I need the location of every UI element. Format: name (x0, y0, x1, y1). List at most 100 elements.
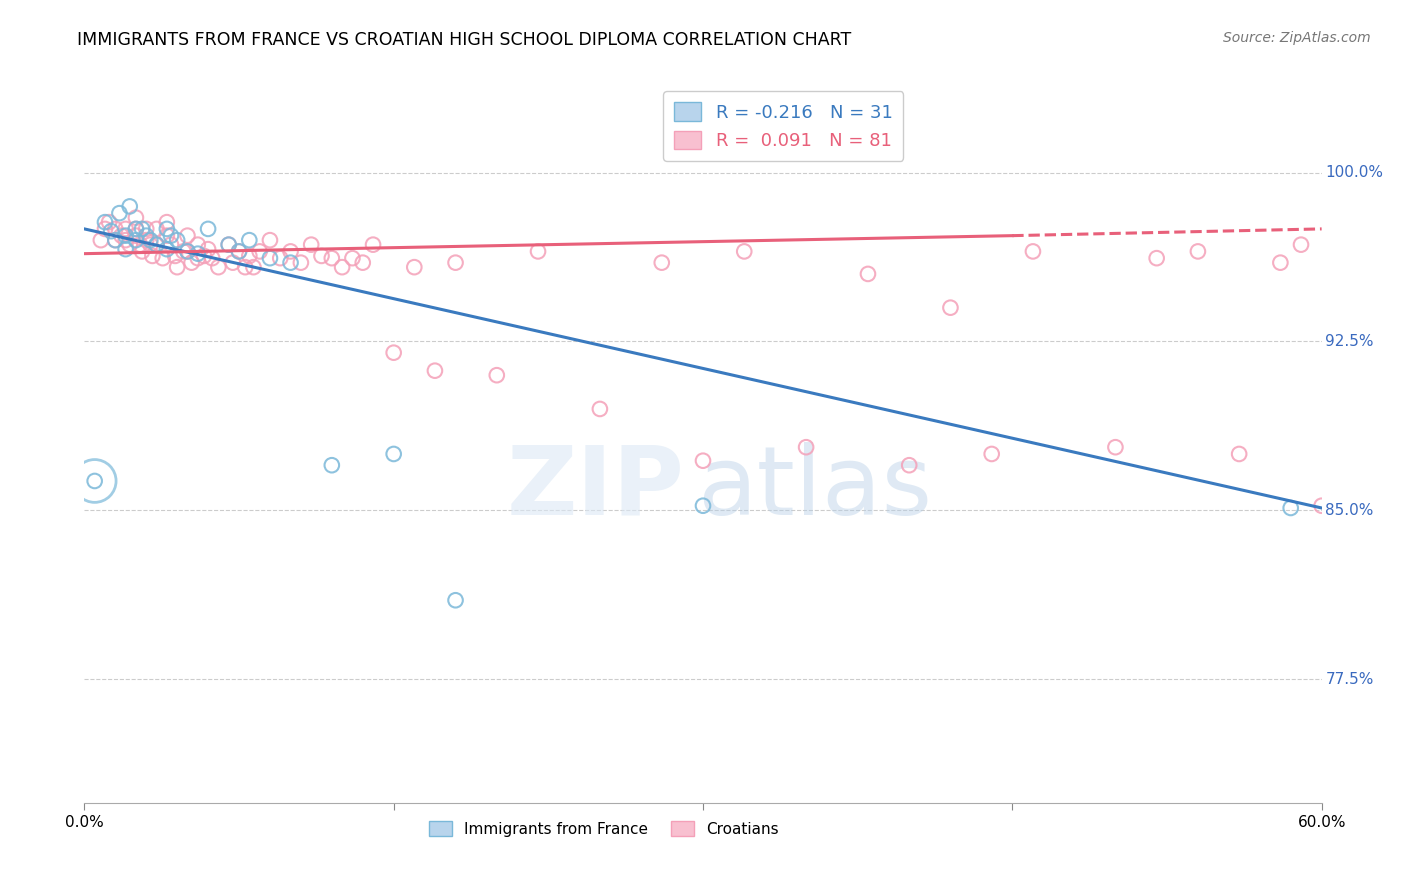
Point (166, 260, 188, 275)
Point (733, 244, 755, 259)
Point (160, 228, 183, 243)
Point (83, 474, 105, 488)
Point (139, 237, 162, 252)
Text: 100.0%: 100.0% (1326, 165, 1384, 180)
Point (118, 199, 141, 213)
Point (444, 593, 467, 607)
Point (290, 255, 312, 269)
Point (259, 251, 281, 265)
Point (125, 222, 148, 236)
Point (156, 242, 179, 256)
Point (1227, 447, 1250, 461)
Point (228, 244, 250, 259)
Point (692, 453, 714, 467)
Point (108, 206, 131, 220)
Point (651, 255, 673, 269)
Point (1289, 237, 1312, 252)
Point (94, 215, 117, 229)
Point (321, 458, 343, 473)
Point (193, 249, 215, 263)
Point (135, 222, 157, 236)
Point (218, 237, 240, 252)
Point (90, 233, 112, 247)
Point (342, 251, 364, 265)
Point (156, 222, 179, 236)
Point (242, 260, 264, 275)
Point (898, 458, 921, 473)
Point (330, 260, 353, 275)
Point (104, 233, 127, 247)
Text: 92.5%: 92.5% (1326, 334, 1374, 349)
Point (1270, 255, 1292, 269)
Point (104, 233, 127, 247)
Point (527, 244, 550, 259)
Point (321, 251, 343, 265)
Point (83, 474, 105, 488)
Point (238, 249, 260, 263)
Point (228, 244, 250, 259)
Point (165, 249, 187, 263)
Point (118, 237, 141, 252)
Point (114, 222, 136, 236)
Point (259, 233, 281, 247)
Point (145, 222, 167, 236)
Text: ZIP: ZIP (506, 442, 685, 535)
Point (114, 242, 136, 256)
Point (114, 228, 136, 243)
Point (311, 249, 333, 263)
Point (1104, 440, 1126, 454)
Point (100, 224, 122, 238)
Point (176, 244, 198, 259)
Point (197, 222, 219, 236)
Point (222, 255, 245, 269)
Point (980, 447, 1002, 461)
Point (135, 228, 157, 243)
Point (444, 255, 467, 269)
Point (187, 246, 209, 260)
Point (156, 215, 179, 229)
Point (238, 233, 260, 247)
Point (160, 237, 183, 252)
Point (1310, 499, 1333, 513)
Text: atlas: atlas (697, 442, 932, 535)
Point (152, 251, 174, 265)
Point (1279, 500, 1302, 515)
Point (207, 260, 229, 275)
Point (382, 345, 405, 359)
Point (249, 244, 271, 259)
Point (382, 447, 405, 461)
Point (166, 233, 188, 247)
Point (201, 251, 224, 265)
Point (187, 237, 209, 252)
Point (131, 244, 153, 259)
Point (114, 233, 136, 247)
Point (98, 215, 121, 229)
Point (180, 255, 202, 269)
Point (172, 244, 194, 259)
Point (125, 228, 148, 243)
Point (197, 242, 219, 256)
Point (125, 233, 148, 247)
Point (145, 237, 167, 252)
Point (94, 222, 117, 236)
Point (110, 228, 132, 243)
Point (176, 244, 198, 259)
Point (280, 255, 302, 269)
Point (692, 499, 714, 513)
Point (269, 251, 291, 265)
Point (856, 267, 879, 281)
Point (129, 237, 152, 252)
Point (1022, 244, 1045, 259)
Point (794, 440, 817, 454)
Text: IMMIGRANTS FROM FRANCE VS CROATIAN HIGH SCHOOL DIPLOMA CORRELATION CHART: IMMIGRANTS FROM FRANCE VS CROATIAN HIGH … (77, 31, 852, 49)
Point (404, 260, 426, 275)
Text: 77.5%: 77.5% (1326, 672, 1374, 687)
Point (176, 228, 198, 243)
Text: Source: ZipAtlas.com: Source: ZipAtlas.com (1223, 31, 1371, 45)
Point (1146, 251, 1168, 265)
Point (139, 233, 162, 247)
Point (104, 222, 127, 236)
Point (187, 251, 209, 265)
Point (145, 237, 167, 252)
Point (589, 401, 612, 416)
